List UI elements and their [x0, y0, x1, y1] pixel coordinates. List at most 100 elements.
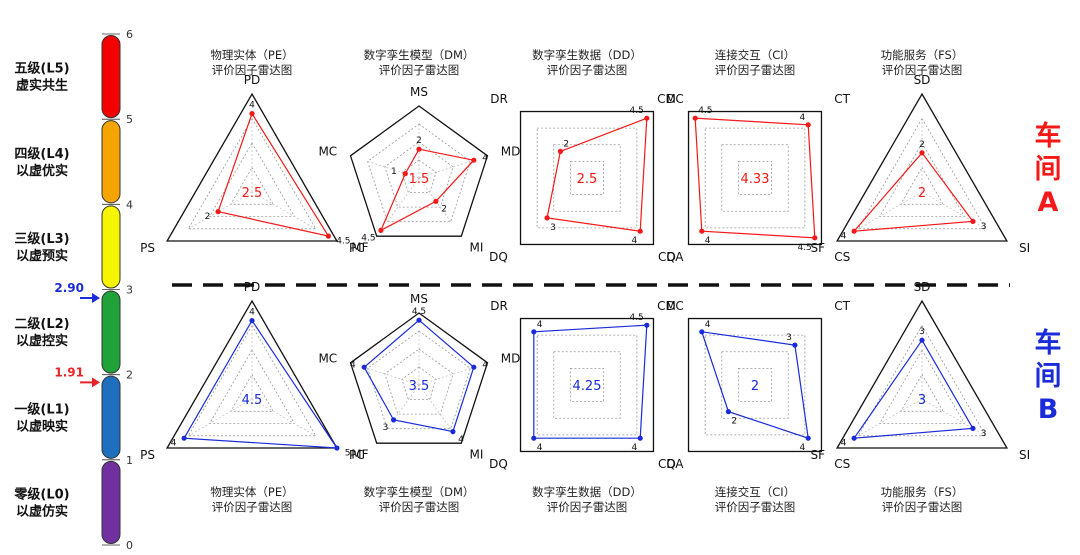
- radar-chart-a-3: 数字孪生数据（DD）评价因子雷达图 DC DA DQ DR 4.5 4 3 2 2.5: [489, 48, 684, 264]
- radar-value-label: 4: [799, 113, 805, 123]
- radar-grid-ring: [384, 348, 454, 415]
- radar-axis-label: MF: [351, 448, 368, 462]
- radar-value-label: 4.5: [629, 313, 643, 323]
- radar-data-point: [249, 318, 255, 324]
- radar-axis-label: PS: [140, 241, 155, 255]
- radar-grid-ring: [878, 349, 966, 424]
- radar-data-point: [851, 435, 857, 441]
- level-desc-L4: 以虚优实: [16, 163, 68, 179]
- radar-spoke: [418, 160, 471, 179]
- radar-spoke: [188, 398, 253, 437]
- radar-series-polygon: [852, 151, 975, 232]
- radar-axis-label: SI: [1019, 448, 1030, 462]
- radar-spoke: [367, 160, 420, 179]
- radar-frame: [687, 317, 823, 453]
- radar-grid-ring: [704, 334, 806, 436]
- radar-spoke: [418, 177, 451, 222]
- radar-series-polygon: [217, 112, 330, 237]
- radar-value-label: 5: [345, 449, 351, 459]
- radar-axis-label: PC: [349, 448, 365, 462]
- scale-tick-label: 0: [126, 539, 133, 552]
- radar-value-label: 2: [205, 212, 211, 222]
- radar-axis-label: MD: [501, 144, 521, 158]
- radar-data-point: [919, 150, 925, 156]
- radar-axis-label: DC: [666, 92, 684, 106]
- radar-data-point: [644, 322, 650, 328]
- radar-data-point: [416, 146, 422, 152]
- radar-subtitle: 评价因子雷达图: [379, 63, 460, 77]
- radar-value-label: 4: [841, 232, 847, 242]
- level-name-L3: 三级(L3): [14, 231, 69, 247]
- radar-axis-label: MI: [470, 241, 484, 255]
- level-segment-L0: [101, 460, 121, 545]
- radar-value-label: 4: [482, 360, 488, 370]
- radar-value-label: 4: [799, 443, 805, 453]
- radar-series-polygon: [852, 339, 974, 439]
- radar-value-label: 4: [458, 435, 464, 445]
- radar-data-point: [334, 445, 340, 451]
- radar-grid-ring: [536, 127, 638, 229]
- radar-data-point: [851, 228, 857, 234]
- level-segment-L4: [101, 120, 121, 204]
- radar-frame: [165, 92, 339, 242]
- radar-data-point: [215, 209, 221, 215]
- radar-grid-ring: [401, 366, 437, 401]
- level-name-L5: 五级(L5): [14, 61, 69, 77]
- radar-chart-a-2: 数字孪生模型（DM）评价因子雷达图 MS MD MI MF MC 2 4 2 4.5 1 1.5: [318, 48, 520, 255]
- radar-value-label: 4.5: [336, 237, 350, 247]
- radar-value-label: 3: [981, 429, 987, 439]
- radar-frame: [349, 105, 489, 237]
- radar-data-point: [805, 435, 811, 441]
- radar-average-score: 2.5: [577, 172, 598, 187]
- radar-average-score: 2: [751, 379, 759, 394]
- radar-grid-ring: [230, 166, 274, 205]
- radar-data-point: [699, 329, 705, 335]
- radar-value-label: 4.5: [698, 106, 712, 116]
- radar-value-label: 4: [350, 360, 356, 370]
- radar-grid-ring: [230, 373, 274, 412]
- workshop-label: 间: [1035, 154, 1062, 185]
- radar-subtitle: 评价因子雷达图: [547, 63, 628, 77]
- radar-axis-label: DQ: [489, 457, 508, 471]
- radar-axis-label: MC: [318, 351, 337, 365]
- radar-data-point: [531, 435, 537, 441]
- radar-data-point: [970, 218, 976, 224]
- radar-data-point: [805, 122, 811, 128]
- radar-value-label: 4: [705, 236, 711, 246]
- radar-frame: [687, 110, 823, 246]
- radar-axis-label: MC: [318, 144, 337, 158]
- radar-axis-label: CT: [834, 299, 850, 313]
- radar-chart-b-2: 数字孪生模型（DM）评价因子雷达图 MS MD MI MF MC 4.5 4 4 3 4 3.5: [318, 292, 520, 514]
- radar-title: 连接交互（CI）: [715, 48, 795, 62]
- radar-grid-ring: [208, 142, 296, 217]
- radar-spoke: [418, 367, 471, 386]
- radar-title: 功能服务（FS）: [881, 485, 964, 499]
- radar-data-point: [416, 317, 422, 323]
- level-desc-L5: 虚实共生: [16, 78, 68, 94]
- radar-axis-label: SD: [914, 280, 931, 294]
- radar-spoke: [251, 191, 316, 230]
- radar-spoke: [367, 367, 420, 386]
- radar-value-label: 2: [731, 417, 737, 427]
- workshop-label: 车: [1035, 327, 1062, 359]
- radar-grid-ring: [208, 349, 296, 424]
- score-marker-label: 2.90: [54, 281, 84, 295]
- radar-value-label: 4.5: [797, 243, 811, 253]
- radar-grid-ring: [384, 141, 454, 208]
- level-name-L2: 二级(L2): [14, 316, 69, 332]
- radar-data-point: [378, 227, 384, 233]
- radar-subtitle: 评价因子雷达图: [715, 63, 796, 77]
- radar-subtitle: 评价因子雷达图: [882, 63, 963, 77]
- radar-grid-ring: [721, 144, 789, 212]
- radar-data-point: [644, 115, 650, 121]
- radar-spoke: [251, 398, 316, 437]
- radar-grid-ring: [878, 142, 966, 217]
- radar-average-score: 3: [918, 393, 926, 408]
- score-marker-arrowhead: [92, 377, 100, 388]
- radar-data-point: [249, 111, 255, 117]
- radar-axis-label: MS: [410, 85, 428, 99]
- radar-axis-label: PC: [349, 241, 365, 255]
- radar-average-score: 2.5: [242, 186, 263, 201]
